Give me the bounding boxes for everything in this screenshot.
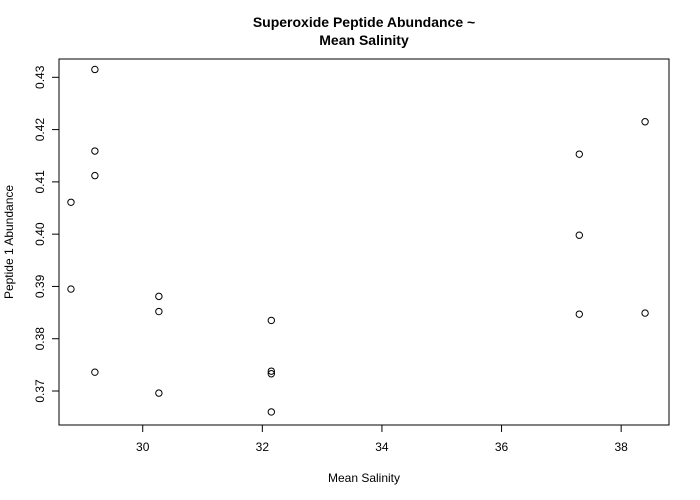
data-point xyxy=(575,231,583,239)
x-tick-label: 36 xyxy=(495,440,509,454)
y-tick-label: 0.37 xyxy=(33,379,47,403)
data-point xyxy=(91,65,99,74)
plot-area xyxy=(58,58,670,426)
data-point xyxy=(155,389,163,397)
data-point xyxy=(575,150,583,158)
y-tick-label: 0.41 xyxy=(33,170,47,194)
data-point xyxy=(267,367,276,375)
data-point xyxy=(91,368,99,376)
data-point xyxy=(67,198,75,206)
x-axis-label: Mean Salinity xyxy=(328,471,400,485)
data-point xyxy=(267,316,276,325)
data-point xyxy=(641,118,649,126)
data-point xyxy=(155,307,163,316)
data-point xyxy=(641,309,649,317)
x-tick-label: 32 xyxy=(256,440,270,454)
x-axis: 30 32 34 36 38 xyxy=(136,424,628,454)
x-tick-label: 34 xyxy=(375,440,389,454)
data-point xyxy=(575,310,583,318)
y-axis-label: Peptide 1 Abundance xyxy=(2,185,16,299)
data-point xyxy=(267,408,276,416)
y-tick-label: 0.39 xyxy=(33,274,47,298)
y-tick-label: 0.42 xyxy=(33,118,47,142)
y-tick-label: 0.40 xyxy=(33,222,47,246)
x-tick-label: 38 xyxy=(614,440,628,454)
data-point xyxy=(267,370,276,378)
x-tick-label: 30 xyxy=(136,440,150,454)
data-point xyxy=(155,292,163,301)
y-tick-label: 0.43 xyxy=(33,65,47,89)
chart-title-line-1: Superoxide Peptide Abundance ~ xyxy=(253,14,475,30)
data-point xyxy=(91,171,99,180)
y-axis: 0.37 0.38 0.39 0.40 0.41 0.42 0.43 xyxy=(33,65,60,403)
y-tick-label: 0.38 xyxy=(33,327,47,351)
data-point xyxy=(91,147,99,155)
data-point xyxy=(67,285,75,293)
data-points xyxy=(67,65,649,416)
chart-title-line-2: Mean Salinity xyxy=(319,32,409,48)
